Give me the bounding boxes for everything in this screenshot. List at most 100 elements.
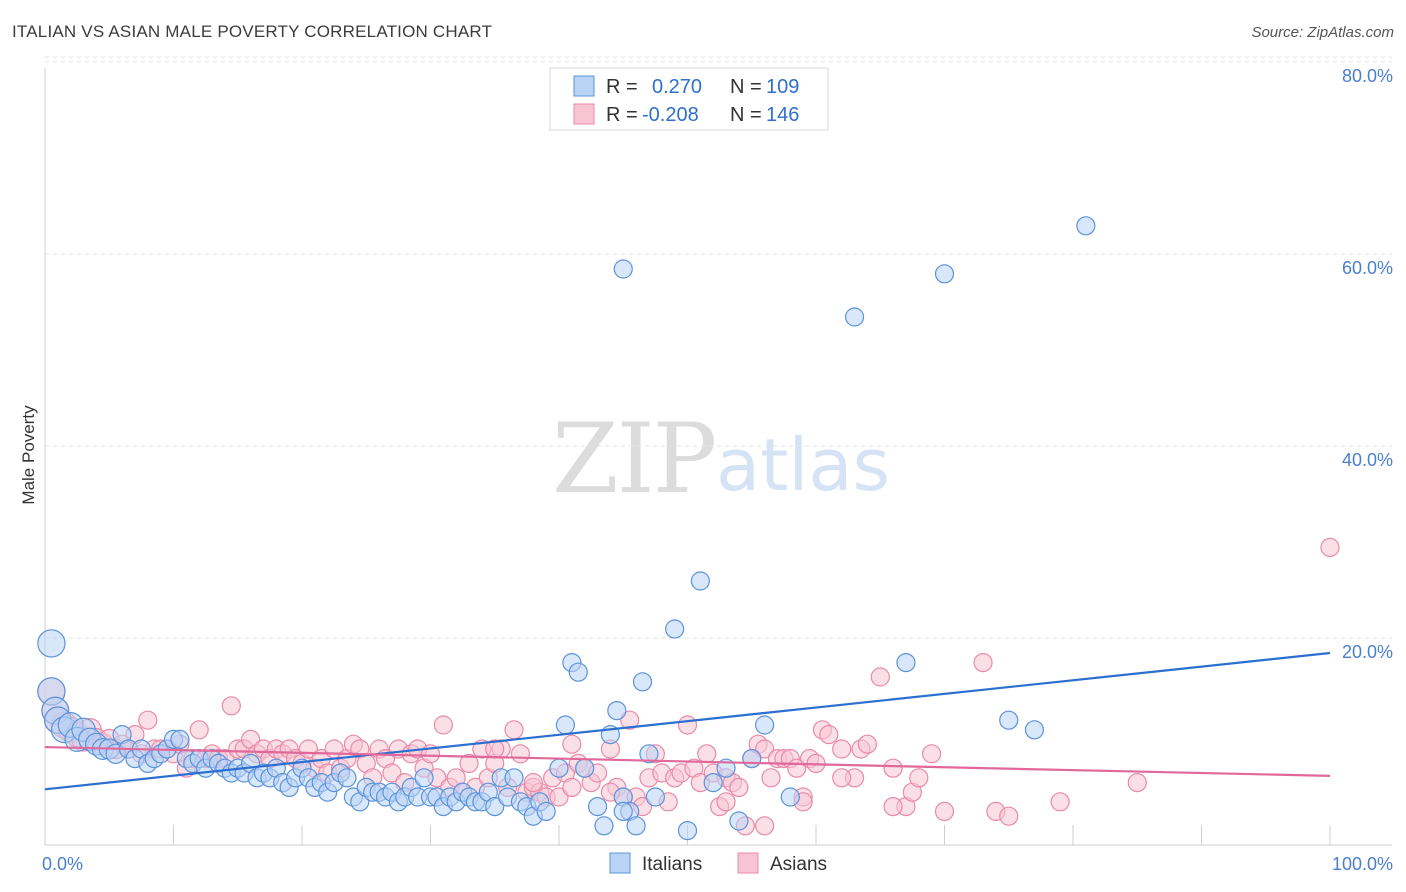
- asians-point: [1127, 772, 1147, 793]
- legend-asians-n-label: N =: [730, 104, 762, 126]
- italians-point: [485, 796, 505, 817]
- bottom-legend-asians: Asians: [770, 854, 827, 875]
- asians-point: [754, 739, 775, 759]
- x-tick-label: 100.0%: [1332, 854, 1393, 874]
- asians-point: [382, 763, 402, 783]
- asians-point: [697, 744, 717, 764]
- italians-trend-line: [44, 651, 1331, 791]
- italians-points: [37, 216, 1096, 841]
- italians-point: [645, 787, 665, 807]
- chart-title: ITALIAN VS ASIAN MALE POVERTY CORRELATIO…: [12, 22, 493, 41]
- italians-point: [729, 811, 749, 831]
- y-tick-label: 20.0%: [1342, 642, 1393, 662]
- asians-point: [189, 720, 209, 740]
- x-tick-label: 0.0%: [42, 854, 83, 874]
- legend-box: [549, 67, 829, 131]
- legend-italians-r-label: R =: [606, 76, 638, 98]
- asians-point: [1050, 792, 1070, 812]
- italians-point: [999, 710, 1019, 730]
- bottom-legend: Italians Asians: [609, 852, 827, 875]
- asians-point: [510, 744, 531, 764]
- bottom-legend-swatch-asians: [737, 852, 759, 874]
- italians-point: [632, 672, 653, 692]
- italians-point: [934, 264, 955, 284]
- italians-point: [414, 768, 434, 788]
- asians-point: [973, 652, 993, 673]
- italians-point: [337, 768, 357, 788]
- legend-italians-n-value: 109: [766, 76, 799, 98]
- y-tick-labels: 20.0% 40.0% 60.0% 80.0%: [1342, 66, 1393, 662]
- italians-point: [716, 758, 736, 778]
- legend-swatch-asians: [573, 103, 595, 125]
- asians-point: [857, 734, 878, 754]
- italians-point: [677, 820, 698, 841]
- asians-point: [922, 744, 942, 764]
- asians-point: [138, 710, 158, 730]
- asians-points: [37, 537, 1340, 836]
- italians-point: [639, 744, 659, 764]
- asians-point: [620, 710, 640, 730]
- asians-point: [1320, 537, 1340, 558]
- x-tick-labels: 0.0% 100.0%: [42, 854, 1393, 874]
- asians-point: [754, 816, 775, 836]
- legend-italians-r-value: 0.270: [652, 76, 702, 98]
- asians-point: [459, 753, 479, 774]
- italians-point: [549, 758, 569, 778]
- asians-point: [819, 724, 839, 745]
- asians-point: [562, 734, 582, 754]
- bottom-legend-italians: Italians: [642, 854, 702, 875]
- italians-point: [742, 748, 762, 769]
- italians-point: [568, 662, 588, 682]
- legend-italians-n-label: N =: [730, 76, 762, 98]
- asians-point: [549, 787, 569, 807]
- italians-point: [594, 816, 614, 836]
- asians-point: [677, 715, 698, 735]
- asians-trend-line: [44, 745, 1331, 777]
- italians-point: [613, 801, 633, 822]
- italians-point: [703, 772, 723, 793]
- watermark-zip: ZIP: [552, 403, 715, 515]
- italians-point: [37, 629, 66, 658]
- asians-point: [729, 777, 749, 798]
- italians-point: [780, 787, 800, 807]
- italians-point: [690, 571, 710, 591]
- italians-point: [587, 796, 608, 817]
- italians-point: [170, 729, 190, 750]
- asians-point: [761, 768, 781, 788]
- italians-point: [1076, 216, 1096, 236]
- asians-point: [883, 796, 903, 817]
- trend-lines: [44, 651, 1331, 791]
- asians-point: [832, 739, 852, 759]
- bottom-legend-swatch-italians: [609, 852, 631, 874]
- asians-point: [870, 667, 890, 687]
- asians-point: [523, 772, 543, 793]
- asians-point: [504, 720, 524, 740]
- legend-swatch-italians: [573, 75, 595, 97]
- asians-point: [832, 768, 852, 788]
- asians-point: [716, 792, 736, 812]
- asians-point: [221, 696, 241, 716]
- asians-point: [883, 758, 903, 778]
- watermark-atlas: atlas: [716, 423, 890, 507]
- legend-asians-n-value: 146: [766, 104, 799, 126]
- italians-point: [896, 652, 916, 673]
- italians-point: [536, 801, 556, 822]
- italians-point: [575, 758, 595, 778]
- y-tick-label: 40.0%: [1342, 450, 1393, 470]
- italians-point: [607, 700, 627, 721]
- legend-asians-r-label: R =: [606, 104, 638, 126]
- y-axis-label: Male Poverty: [19, 405, 38, 505]
- italians-point: [844, 307, 865, 327]
- asians-point: [934, 801, 955, 822]
- legend-asians-r-value: -0.208: [642, 104, 699, 126]
- italians-point: [504, 768, 524, 788]
- italians-point: [754, 715, 775, 735]
- italians-point: [665, 619, 685, 639]
- grid-lines: [45, 56, 1392, 639]
- italians-point: [1024, 720, 1045, 740]
- asians-point: [999, 806, 1019, 826]
- y-tick-label: 60.0%: [1342, 258, 1393, 278]
- watermark: ZIP atlas: [552, 403, 890, 515]
- asians-point: [433, 715, 453, 735]
